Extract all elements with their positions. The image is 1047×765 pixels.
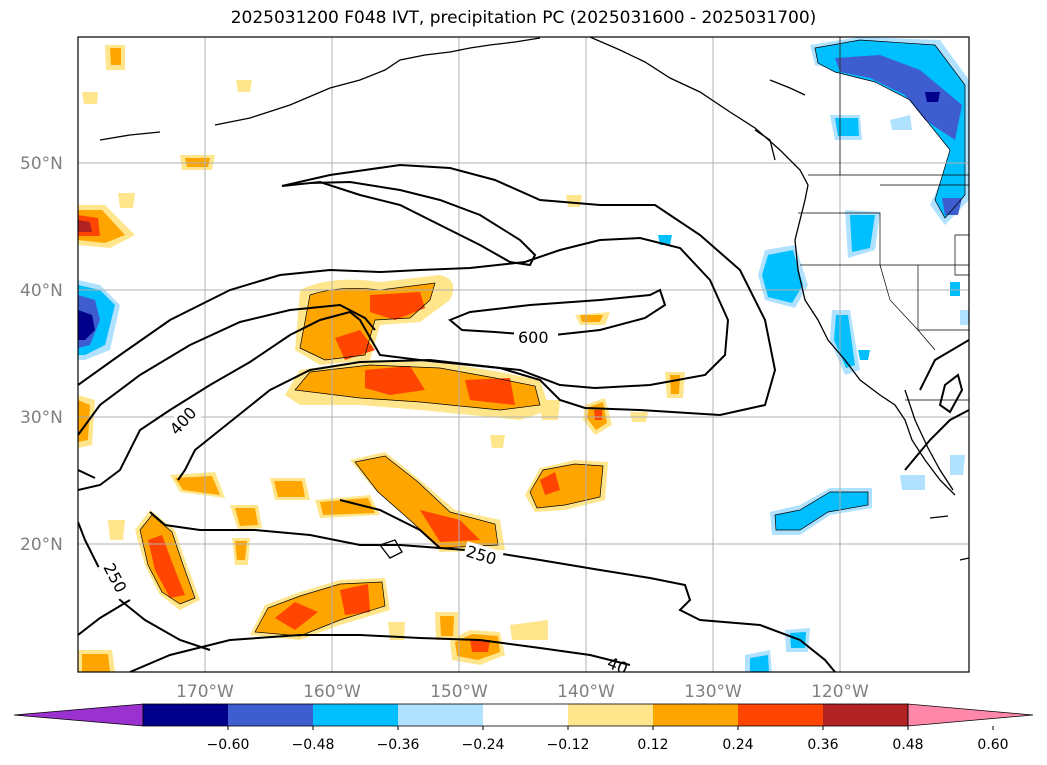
positive-anomaly-fills	[78, 45, 685, 672]
colorbar-extend-high	[907, 703, 1034, 727]
colorbar-tick-label: −0.36	[377, 737, 420, 753]
lon-label-120w: 120°W	[811, 682, 869, 702]
colorbar-segment	[738, 704, 823, 726]
colorbar-tick-label: −0.12	[547, 737, 590, 753]
lon-label-130w: 130°W	[684, 682, 742, 702]
map-title: 2025031200 F048 IVT, precipitation PC (2…	[230, 8, 817, 28]
political-borders	[798, 37, 969, 401]
lon-label-140w: 140°W	[557, 682, 615, 702]
colorbar-tick-label: 0.24	[722, 737, 753, 753]
negative-anomaly-fills	[78, 37, 969, 672]
lat-label-40: 40°N	[20, 281, 63, 301]
colorbar-segment	[398, 704, 483, 726]
colorbar-tick-label: −0.24	[462, 737, 505, 753]
colorbar-tick-label: −0.60	[207, 737, 250, 753]
colorbar-extend-low	[13, 703, 144, 727]
colorbar-ticks: −0.60 −0.48 −0.36 −0.24 −0.12 0.12 0.24 0.36 0.4…	[207, 726, 1009, 753]
colorbar-segment	[653, 704, 738, 726]
contour-label-400-south: 40	[605, 653, 631, 678]
lat-label-30: 30°N	[20, 408, 63, 428]
colorbar-frame	[142, 703, 909, 727]
lat-label-20: 20°N	[20, 535, 63, 555]
colorbar-segment	[568, 704, 653, 726]
contour-label-600: 600	[518, 328, 549, 347]
colorbar-segment	[823, 704, 908, 726]
longitude-labels: 170°W 160°W 150°W 140°W 130°W 120°W	[176, 682, 869, 702]
colorbar-segment	[228, 704, 313, 726]
coastlines	[99, 37, 969, 561]
ivt-contours	[78, 163, 969, 672]
lon-label-170w: 170°W	[176, 682, 234, 702]
lat-label-50: 50°N	[20, 154, 63, 174]
colorbar-tick-label: −0.48	[292, 737, 335, 753]
colorbar-segment	[483, 704, 568, 726]
colorbar-tick-label: 0.48	[892, 737, 923, 753]
lon-label-150w: 150°W	[430, 682, 488, 702]
colorbar-tick-label: 0.60	[977, 737, 1008, 753]
colorbar-tick-label: 0.12	[637, 737, 668, 753]
colorbar	[13, 703, 1034, 727]
latitude-labels: 50°N 40°N 30°N 20°N	[20, 154, 63, 555]
colorbar-segment	[143, 704, 228, 726]
colorbar-tick-label: 0.36	[807, 737, 838, 753]
lon-label-160w: 160°W	[303, 682, 361, 702]
colorbar-segment	[313, 704, 398, 726]
map-area: 600 400 250 250 40	[78, 37, 969, 678]
map-frame	[77, 36, 970, 673]
